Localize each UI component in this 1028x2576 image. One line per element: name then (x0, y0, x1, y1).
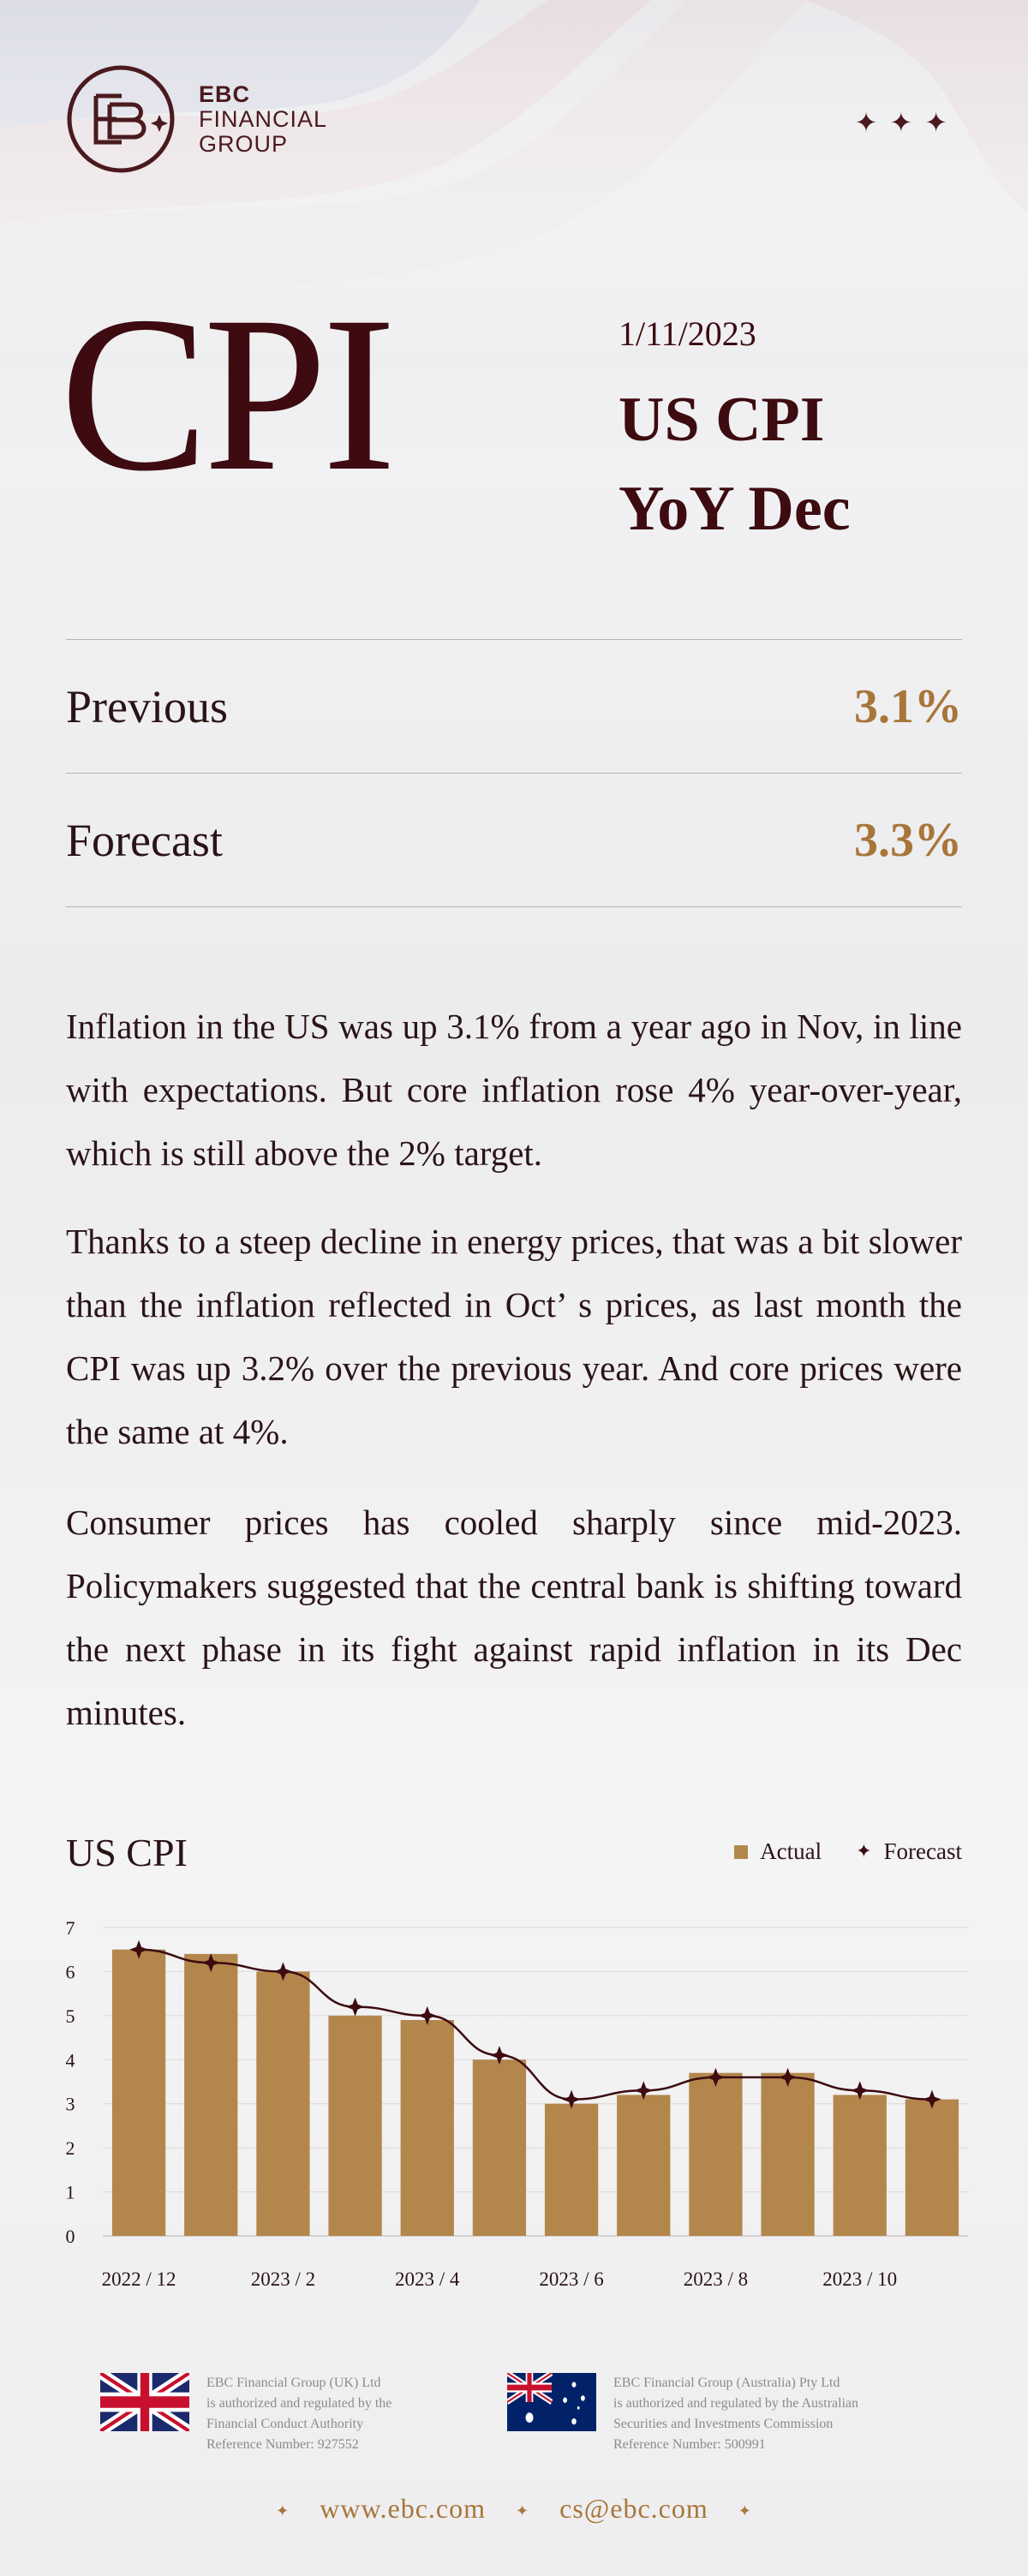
forecast-point (778, 2067, 798, 2087)
x-tick-label: 2023 / 8 (684, 2268, 748, 2290)
bar-actual (689, 2072, 743, 2236)
divider (66, 906, 962, 907)
uk-reg-line-3: Financial Conduct Authority (206, 2417, 364, 2431)
website-link[interactable]: www.ebc.com (320, 2493, 487, 2524)
au-reg-line-3: Securities and Investments Commission (613, 2417, 834, 2431)
ebc-logo-icon (67, 65, 175, 173)
forecast-point (562, 2089, 582, 2109)
stat-row-forecast: Forecast 3.3% (66, 773, 962, 907)
uk-reg-line-2: is authorized and regulated by the (206, 2396, 392, 2411)
forecast-point (634, 2081, 654, 2101)
chart-title: US CPI (66, 1831, 188, 1874)
y-tick-label: 0 (66, 2226, 75, 2247)
au-reg-line-1: EBC Financial Group (Australia) Pty Ltd (613, 2376, 840, 2390)
uk-reg-line-1: EBC Financial Group (UK) Ltd (206, 2376, 381, 2390)
forecast-point (489, 2046, 509, 2065)
au-reg-line-4: Reference Number: 500991 (613, 2437, 766, 2452)
forecast-point (922, 2089, 941, 2109)
brand-line-2: FINANCIAL (199, 105, 328, 132)
sparkle-icon: ✦ (738, 2502, 752, 2521)
bar-actual (617, 2095, 671, 2236)
bar-actual (111, 1949, 166, 2236)
contact-bar: ✦ www.ebc.com ✦ cs@ebc.com ✦ (0, 2493, 1028, 2525)
stat-row-previous: Previous 3.1% (66, 639, 962, 774)
bar-actual (472, 2059, 527, 2236)
stat-value: 3.3% (854, 814, 962, 867)
body-paragraph-2: Thanks to a steep decline in energy pric… (66, 1222, 962, 1451)
sparkle-icon: ✦ (516, 2502, 530, 2521)
x-tick-label: 2023 / 2 (251, 2268, 315, 2290)
x-tick-label: 2023 / 10 (822, 2268, 897, 2290)
y-tick-label: 7 (66, 1917, 75, 1939)
forecast-point (706, 2067, 726, 2087)
forecast-point (129, 1939, 149, 1959)
y-tick-label: 6 (66, 1961, 75, 1982)
legend-actual-label: Actual (760, 1838, 822, 1864)
forecast-point (417, 2005, 437, 2025)
x-tick-label: 2023 / 6 (539, 2268, 603, 2290)
bar-actual (400, 2020, 454, 2236)
body-paragraph-3: Consumer prices has cooled sharply since… (66, 1503, 962, 1732)
legend-actual-swatch (734, 1844, 749, 1859)
sparkle-icon: ✦ (276, 2502, 290, 2521)
us-cpi-chart: 0 1 2 3 4 5 6 7 2022 / 12 2023 / 2 2023 / 4 2023 / … (66, 1917, 968, 2290)
brand-line-1: EBC (199, 81, 251, 107)
hero-big-title: CPI (60, 271, 397, 517)
forecast-point (273, 1962, 293, 1981)
brand-logo: EBC FINANCIAL GROUP (65, 63, 327, 175)
forecast-point (201, 1953, 221, 1973)
au-regulation: EBC Financial Group (Australia) Pty Ltd … (507, 2373, 922, 2455)
bar-actual (761, 2072, 815, 2236)
forecast-point (345, 1997, 365, 2017)
uk-flag-icon (100, 2373, 189, 2431)
stat-value: 3.1% (854, 680, 962, 733)
y-tick-label: 1 (66, 2182, 75, 2203)
bar-actual (256, 1971, 310, 2236)
y-tick-label: 2 (66, 2137, 75, 2159)
legend-forecast-marker-icon: ✦ (856, 1841, 872, 1862)
release-date: 1/11/2023 (619, 314, 756, 353)
bar-actual (328, 2015, 382, 2236)
email-link[interactable]: cs@ebc.com (559, 2493, 708, 2524)
y-tick-label: 5 (66, 2005, 75, 2027)
bar-actual (544, 2103, 599, 2236)
body-paragraph-1: Inflation in the US was up 3.1% from a y… (66, 1007, 962, 1173)
stat-label: Previous (66, 681, 228, 732)
y-tick-label: 4 (66, 2049, 75, 2071)
bar-actual (905, 2099, 959, 2236)
bar-actual (184, 1953, 238, 2236)
uk-regulation: EBC Financial Group (UK) Ltd is authoriz… (100, 2373, 472, 2455)
indicator-title: US CPI (619, 385, 825, 455)
indicator-subtitle: YoY Dec (619, 474, 851, 544)
x-tick-label: 2023 / 4 (395, 2268, 460, 2290)
brand-line-3: GROUP (199, 130, 289, 157)
bar-actual (833, 2095, 887, 2236)
au-reg-line-2: is authorized and regulated by the Austr… (613, 2396, 859, 2411)
stat-label: Forecast (66, 815, 223, 866)
forecast-point (850, 2081, 870, 2101)
uk-reg-line-4: Reference Number: 927552 (206, 2437, 359, 2452)
legend-forecast-label: Forecast (883, 1838, 962, 1864)
chart-legend: Actual ✦ Forecast (734, 1838, 962, 1865)
sparkle-stars-icon: ✦✦✦ (854, 106, 959, 139)
y-tick-label: 3 (66, 2094, 75, 2115)
x-tick-label: 2022 / 12 (102, 2268, 176, 2290)
australia-flag-icon (507, 2373, 596, 2431)
